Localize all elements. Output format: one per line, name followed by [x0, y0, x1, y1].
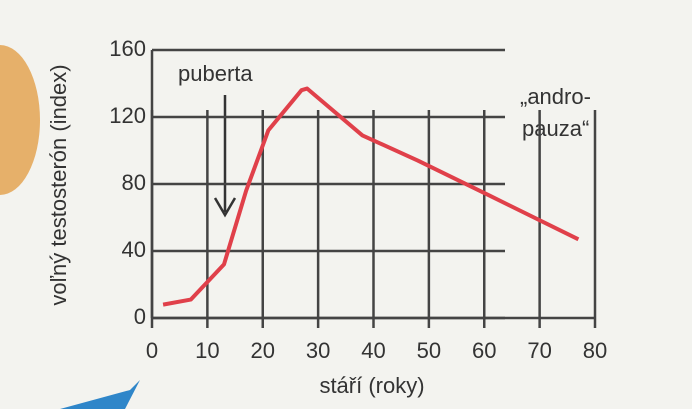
y-tick-label: 80 — [122, 170, 146, 195]
x-tick-label: 40 — [361, 338, 385, 363]
x-tick-label: 50 — [417, 338, 441, 363]
annotation: pauza“ — [522, 116, 589, 141]
y-tick-label: 40 — [122, 237, 146, 262]
x-tick-label: 30 — [306, 338, 330, 363]
arrow — [213, 95, 237, 218]
x-tick-label: 0 — [146, 338, 158, 363]
y-tick-label: 120 — [109, 103, 146, 128]
x-tick-label: 10 — [195, 338, 219, 363]
y-axis-label: voľný testosterón (index) — [46, 64, 71, 305]
annotation: „andro- — [520, 84, 591, 109]
decoration — [60, 380, 140, 409]
x-tick-label: 70 — [527, 338, 551, 363]
x-tick-label: 80 — [583, 338, 607, 363]
data-line — [162, 86, 580, 307]
y-tick-label: 0 — [134, 304, 146, 329]
annotation: puberta — [178, 61, 253, 86]
x-axis-label: stáří (roky) — [319, 373, 424, 398]
y-tick-label: 160 — [109, 36, 146, 61]
x-tick-label: 20 — [251, 338, 275, 363]
x-tick-label: 60 — [472, 338, 496, 363]
decoration — [0, 45, 40, 195]
